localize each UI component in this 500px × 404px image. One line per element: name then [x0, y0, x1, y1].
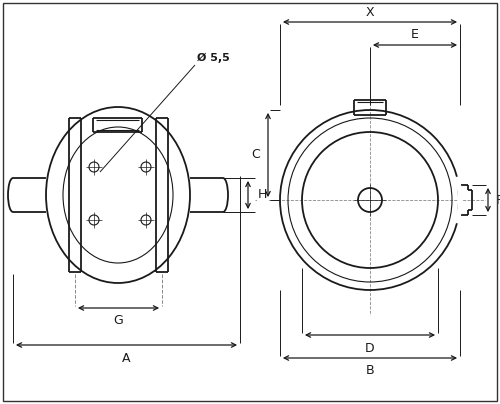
Text: X: X	[366, 6, 374, 19]
Text: H: H	[258, 189, 268, 202]
Text: E: E	[411, 29, 419, 42]
Text: C: C	[252, 149, 260, 162]
Text: F: F	[496, 194, 500, 206]
Text: D: D	[365, 341, 375, 354]
Text: B: B	[366, 364, 374, 377]
Text: A: A	[122, 351, 131, 364]
Text: G: G	[114, 314, 124, 328]
Text: Ø 5,5: Ø 5,5	[197, 53, 230, 63]
